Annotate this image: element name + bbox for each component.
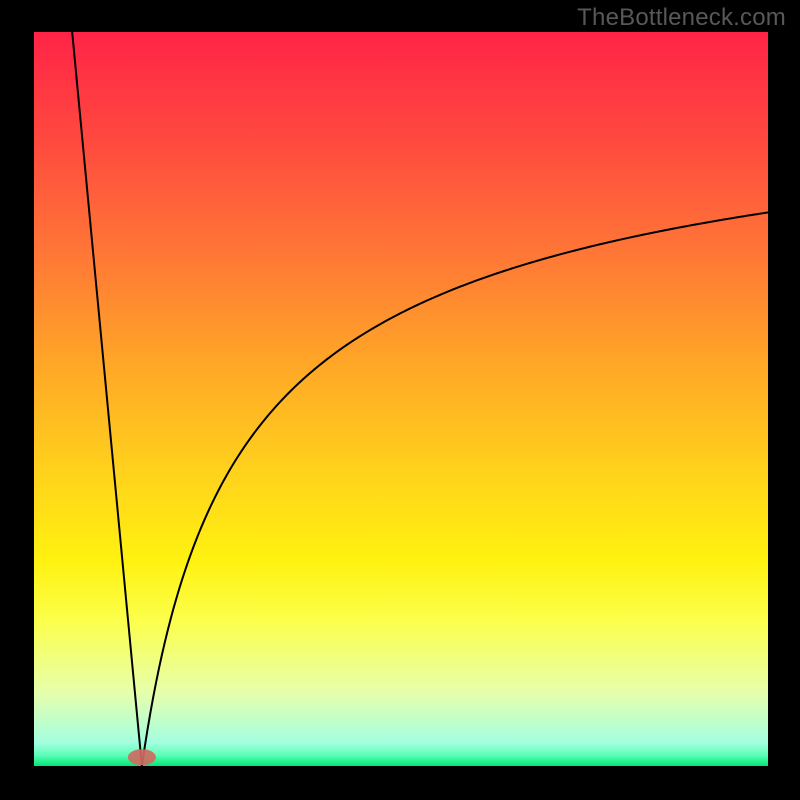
minimum-marker xyxy=(128,749,156,765)
bottleneck-chart xyxy=(0,0,800,800)
watermark-text: TheBottleneck.com xyxy=(577,4,786,32)
chart-frame: TheBottleneck.com xyxy=(0,0,800,800)
plot-background xyxy=(34,32,768,766)
